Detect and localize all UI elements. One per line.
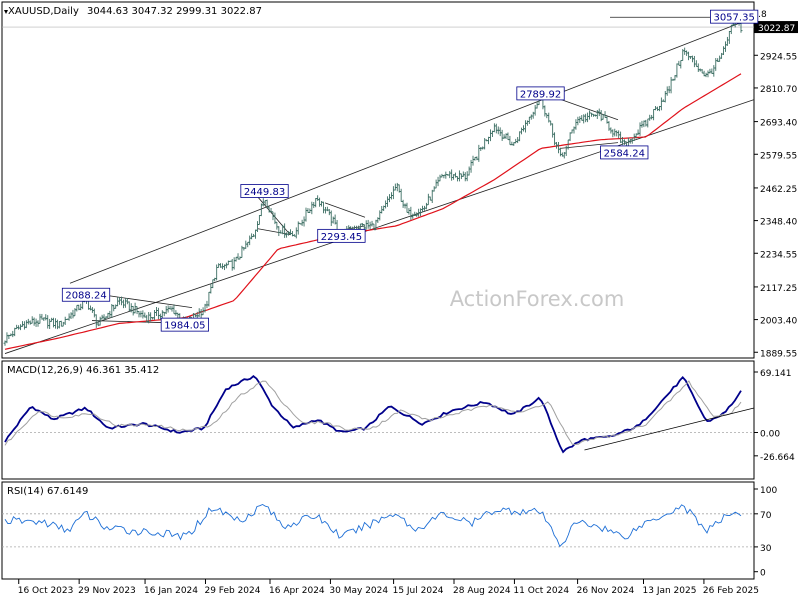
price-annotation-box xyxy=(61,287,111,302)
price-annotation-label: 2789.92 xyxy=(520,89,561,100)
current-price-tag xyxy=(754,21,798,34)
time-tick-label: 29 Feb 2024 xyxy=(204,586,260,596)
macd-tick-label: 0.00 xyxy=(760,429,780,439)
macd-trendline xyxy=(584,407,755,451)
time-axis: 16 Oct 2023 29 Nov 2023 16 Jan 2024 29 Feb … xyxy=(18,579,759,596)
price-annotation-box xyxy=(600,145,649,160)
time-tick-label: 16 Jan 2024 xyxy=(144,586,198,596)
rsi-path xyxy=(4,503,742,548)
moving-average-path xyxy=(4,73,742,350)
channel-lower-line xyxy=(4,99,755,354)
time-tick-label: 29 Nov 2023 xyxy=(78,586,136,596)
time-tick-label: 26 Nov 2024 xyxy=(577,586,635,596)
rsi-title: RSI(14) 67.6149 xyxy=(7,486,88,497)
price-annotation-box xyxy=(516,86,565,101)
price-tick-label: 2924.55 xyxy=(760,52,797,62)
macd-lines: 69.141 0.00 -26.664 xyxy=(2,369,795,463)
price-annotation-label: 2449.83 xyxy=(244,187,285,198)
price-annotations: 2088.24 1984.05 2449.83 2293.45 2789.92 2584.… xyxy=(61,9,759,332)
rsi-tick-label: 30 xyxy=(760,544,772,554)
current-price-label: 3022.87 xyxy=(758,24,795,34)
time-tick-label: 13 Jan 2025 xyxy=(643,586,697,596)
collapse-triangle-icon[interactable] xyxy=(4,10,8,14)
price-annotation-label: 3057.35 xyxy=(713,13,754,24)
time-tick-label: 16 Apr 2024 xyxy=(269,586,325,596)
price-annotation-box xyxy=(710,9,759,24)
pattern-trendline xyxy=(324,202,366,218)
price-pane xyxy=(1,1,755,359)
time-tick-label: 26 Feb 2025 xyxy=(703,586,759,596)
price-axis: 3020.402924.552810.702693.402579.552462.… xyxy=(2,21,798,359)
macd-title: MACD(12,26,9) 46.361 35.412 xyxy=(7,365,159,376)
price-annotation-box xyxy=(160,317,209,332)
rsi-tick-label: 70 xyxy=(760,511,772,521)
price-tick-label: 2003.40 xyxy=(760,317,797,327)
price-tick-label: 2348.40 xyxy=(760,218,797,228)
macd-pane xyxy=(1,360,755,480)
watermark: ActionForex.com xyxy=(450,287,625,311)
price-tick-label: 2810.70 xyxy=(760,85,797,95)
time-tick-label: 16 Oct 2023 xyxy=(18,586,74,596)
time-tick-label: 15 Jul 2024 xyxy=(393,586,444,596)
ohlc-readout: 3044.63 3047.32 2999.31 3022.87 xyxy=(87,6,262,17)
time-tick-label: 11 Oct 2024 xyxy=(513,586,569,596)
price-tick-label: 1889.55 xyxy=(760,349,797,359)
time-tick-label: 30 May 2024 xyxy=(329,586,388,596)
price-tick-label: 2579.55 xyxy=(760,151,797,161)
moving-average-line xyxy=(4,73,742,350)
price-annotation-box xyxy=(240,184,289,198)
price-annotation-label: 1984.05 xyxy=(164,321,205,332)
price-annotation-box xyxy=(317,228,366,243)
price-annotation-label: 2293.45 xyxy=(321,232,362,243)
price-tick-label: 2462.25 xyxy=(760,185,797,195)
macd-tick-label: 69.141 xyxy=(760,369,792,379)
macd-signal-line xyxy=(4,380,742,446)
pattern-trendline xyxy=(559,142,619,149)
price-bars xyxy=(3,17,743,346)
price-annotation-label: 2088.24 xyxy=(65,291,106,302)
rsi-line: 100 70 30 0 xyxy=(2,486,777,579)
rsi-pane xyxy=(1,481,755,580)
price-annotation-label: 2584.24 xyxy=(604,148,645,159)
macd-tick-label: -26.664 xyxy=(760,453,795,463)
price-tick-label: 2693.40 xyxy=(760,119,797,129)
rsi-tick-label: 100 xyxy=(760,486,777,496)
rsi-tick-label: 0 xyxy=(760,569,766,579)
channel-upper-line xyxy=(69,17,755,284)
price-tick-label: 2234.55 xyxy=(760,250,797,260)
time-tick-label: 28 Aug 2024 xyxy=(453,586,511,596)
price-tick-label: 2117.25 xyxy=(760,284,797,294)
symbol-title: XAUUSD,Daily xyxy=(8,6,79,17)
